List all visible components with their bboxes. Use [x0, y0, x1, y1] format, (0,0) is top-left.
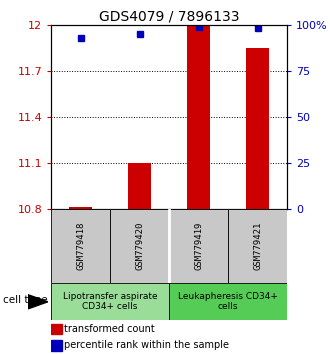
Bar [51, 209, 110, 283]
Title: GDS4079 / 7896133: GDS4079 / 7896133 [99, 10, 239, 24]
Text: Leukapheresis CD34+
cells: Leukapheresis CD34+ cells [178, 292, 278, 312]
Bar [69, 207, 92, 209]
Bar [51, 324, 62, 335]
Bar [228, 209, 287, 283]
Text: GSM779420: GSM779420 [135, 222, 144, 270]
Bar [169, 209, 228, 283]
Polygon shape [28, 295, 48, 309]
Bar [169, 283, 287, 320]
Text: GSM779418: GSM779418 [76, 222, 85, 270]
Bar [51, 340, 62, 350]
Text: cell type: cell type [3, 295, 48, 305]
Text: Lipotransfer aspirate
CD34+ cells: Lipotransfer aspirate CD34+ cells [63, 292, 157, 312]
Text: transformed count: transformed count [64, 324, 155, 334]
Text: GSM779421: GSM779421 [253, 222, 262, 270]
Text: percentile rank within the sample: percentile rank within the sample [64, 340, 229, 350]
Bar [128, 163, 151, 209]
Text: GSM779419: GSM779419 [194, 222, 203, 270]
Bar [246, 48, 269, 209]
Bar [110, 209, 169, 283]
Bar [187, 26, 211, 209]
Bar [51, 283, 169, 320]
